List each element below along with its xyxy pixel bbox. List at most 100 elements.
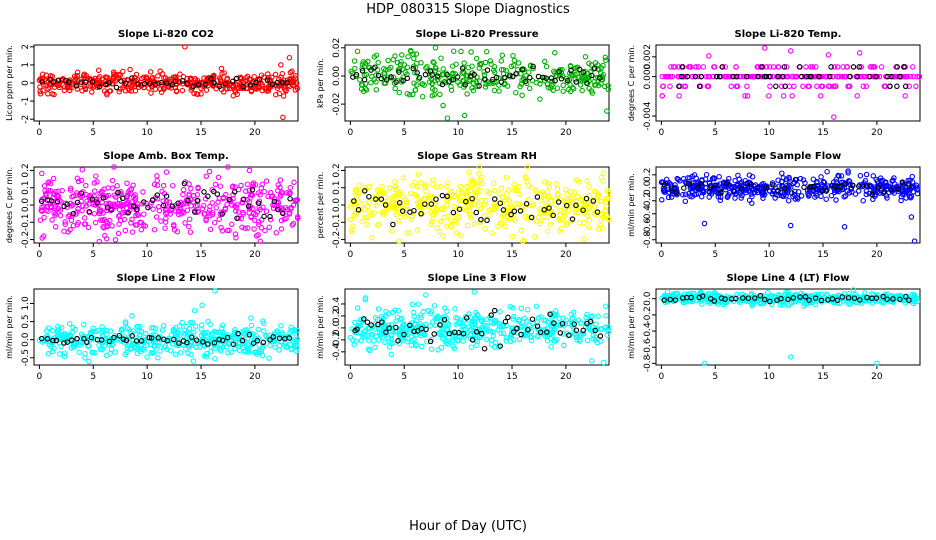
data-point	[813, 64, 819, 70]
data-point	[399, 52, 405, 58]
data-point	[279, 190, 286, 196]
data-point	[595, 193, 601, 200]
data-point	[516, 201, 522, 208]
data-point	[829, 73, 836, 80]
y-tick-label: 0.0	[21, 332, 31, 347]
data-point	[45, 351, 52, 357]
data-point	[92, 219, 99, 226]
data-point	[81, 71, 88, 77]
data-point	[598, 70, 604, 76]
data-point	[249, 187, 256, 193]
data-point	[36, 77, 43, 84]
data-point	[248, 192, 254, 198]
data-point	[147, 80, 153, 87]
data-point	[591, 65, 598, 71]
x-tick-label: 15	[195, 250, 206, 260]
data-point	[180, 187, 187, 193]
data-point	[267, 216, 274, 223]
data-point	[593, 321, 599, 327]
data-point	[909, 64, 916, 70]
data-point	[816, 73, 822, 80]
data-point	[245, 203, 252, 209]
data-point	[577, 82, 584, 88]
data-point	[785, 197, 792, 204]
panel-title: Slope Gas Stream RH	[417, 151, 537, 162]
data-point	[468, 344, 475, 350]
data-point	[359, 68, 366, 74]
data-point	[46, 82, 53, 88]
data-point	[450, 209, 457, 216]
data-point	[147, 69, 154, 75]
data-point	[787, 48, 794, 54]
data-point	[515, 60, 522, 66]
panel-title: Slope Amb. Box Temp.	[103, 151, 229, 162]
data-point	[220, 89, 227, 95]
data-point	[123, 80, 129, 86]
data-point	[385, 205, 392, 212]
data-point	[863, 191, 870, 198]
data-point	[555, 199, 562, 205]
data-point	[396, 89, 403, 96]
data-point	[179, 78, 186, 84]
data-point	[449, 63, 456, 69]
data-point	[855, 188, 862, 194]
data-point	[39, 170, 45, 177]
data-point	[258, 185, 265, 191]
y-tick-label: 0.00	[332, 66, 342, 86]
data-point	[160, 322, 167, 329]
x-tick-label: 20	[249, 250, 261, 260]
data-point	[358, 86, 365, 92]
data-point	[552, 78, 558, 84]
data-point	[170, 222, 177, 228]
data-point	[229, 78, 236, 85]
data-point	[121, 216, 128, 223]
data-point	[451, 203, 458, 210]
data-point	[240, 211, 246, 217]
data-point	[530, 63, 536, 70]
data-point	[280, 114, 286, 121]
data-point	[485, 79, 491, 85]
y-tick-label: -0.2	[643, 192, 653, 210]
data-point	[564, 192, 570, 198]
data-point	[790, 73, 796, 80]
data-point	[103, 193, 110, 200]
data-point	[545, 180, 552, 187]
data-point	[233, 75, 240, 82]
data-point	[430, 59, 436, 65]
data-point	[492, 69, 498, 76]
data-points	[658, 168, 921, 244]
data-point	[109, 177, 116, 184]
data-point	[72, 76, 78, 83]
x-tick-label: 5	[712, 250, 718, 260]
x-tick-label: 15	[817, 250, 828, 260]
data-point	[362, 187, 369, 193]
data-point	[507, 72, 513, 78]
data-point	[247, 82, 254, 88]
data-point	[151, 181, 158, 188]
data-point	[502, 74, 508, 81]
data-point	[132, 192, 138, 198]
data-point	[265, 193, 271, 200]
data-point	[596, 75, 603, 81]
data-point	[459, 188, 465, 195]
data-point	[67, 227, 73, 233]
data-point	[175, 208, 182, 214]
data-point	[278, 322, 284, 329]
data-point	[594, 209, 601, 215]
data-point	[496, 88, 502, 94]
data-point	[582, 73, 588, 80]
data-point	[521, 66, 527, 73]
data-point	[527, 74, 533, 81]
data-point	[705, 73, 712, 80]
data-point	[496, 191, 502, 197]
data-point	[497, 308, 503, 315]
x-tick-label: 0	[348, 128, 354, 138]
data-point	[374, 67, 381, 73]
x-tick-label: 10	[141, 250, 153, 260]
data-point	[561, 197, 568, 204]
panel-title: Slope Li-820 Temp.	[735, 29, 842, 40]
data-point	[833, 197, 839, 203]
data-point	[186, 223, 192, 230]
data-point	[513, 89, 519, 96]
data-point	[361, 76, 368, 83]
